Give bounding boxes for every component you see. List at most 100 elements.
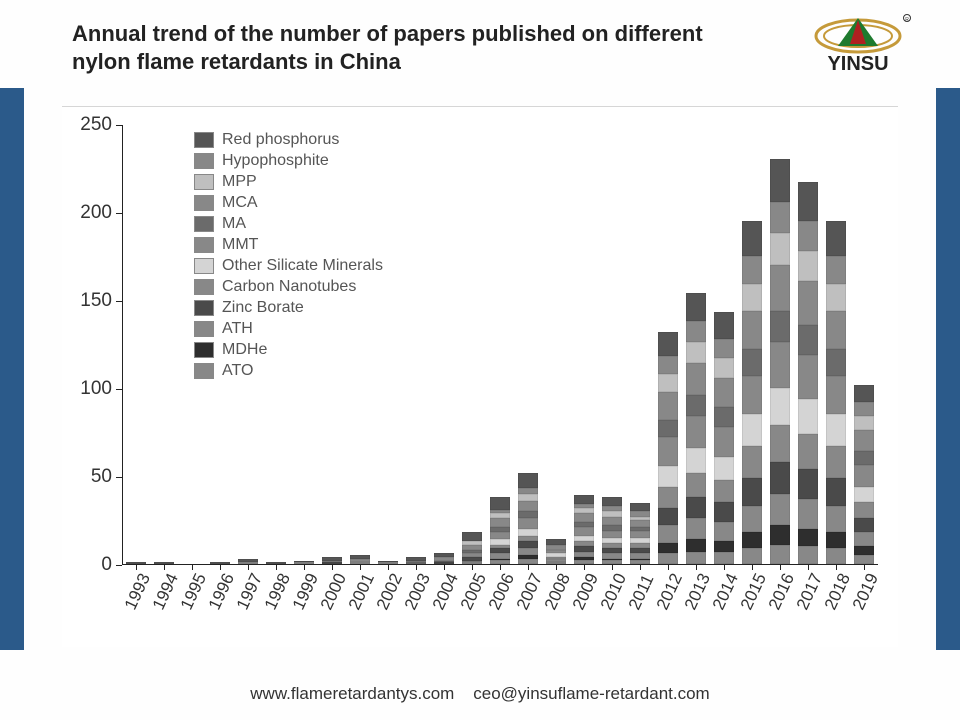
seg-mmt (602, 531, 622, 538)
bar-2018 (826, 221, 846, 564)
seg-osm (742, 414, 762, 446)
seg-mca (602, 517, 622, 526)
seg-hypophosphite (714, 339, 734, 358)
seg-mpp (798, 251, 818, 281)
seg-hypophosphite (686, 321, 706, 342)
legend-swatch (194, 132, 214, 148)
bar-2007 (518, 473, 538, 564)
seg-ato (826, 548, 846, 564)
seg-mca (826, 311, 846, 350)
bar-2010 (602, 497, 622, 564)
legend-label: MMT (222, 236, 258, 254)
seg-osm (854, 487, 874, 503)
seg-hypophosphite (770, 202, 790, 234)
stacked-bar-chart: 1993199419951996199719981999200020012002… (62, 106, 898, 647)
legend-label: MCA (222, 194, 258, 212)
seg-cnt (770, 425, 790, 462)
bar-2003 (406, 557, 426, 564)
seg-ath (686, 518, 706, 539)
seg-ato (798, 546, 818, 564)
seg-cnt (658, 487, 678, 508)
seg-red_phosphorus (798, 182, 818, 221)
xtick-label: 1999 (289, 570, 323, 613)
xtick-label: 1996 (205, 570, 239, 613)
bar-1996 (210, 562, 230, 564)
seg-mdhe (742, 532, 762, 548)
bar-1993 (126, 562, 146, 564)
seg-mdhe (798, 529, 818, 547)
bar-2001 (350, 555, 370, 564)
ytick-mark (116, 565, 122, 566)
bar-2013 (686, 293, 706, 564)
seg-osm (714, 457, 734, 480)
seg-mpp (686, 342, 706, 363)
seg-osm (770, 388, 790, 425)
ytick-mark (116, 301, 122, 302)
xtick-label: 2019 (849, 570, 883, 613)
legend-label: Zinc Borate (222, 299, 304, 317)
xtick-label: 1997 (233, 570, 267, 613)
legend-row: MPP (194, 173, 383, 191)
chart-title: Annual trend of the number of papers pub… (72, 20, 712, 75)
xtick-label: 2010 (597, 570, 631, 613)
seg-zb (322, 562, 342, 564)
seg-mca (630, 520, 650, 527)
seg-ma (742, 349, 762, 375)
seg-mpp (742, 284, 762, 310)
seg-mca (378, 562, 398, 564)
bar-2009 (574, 495, 594, 564)
seg-osm (798, 399, 818, 434)
xtick-label: 1998 (261, 570, 295, 613)
seg-red_phosphorus (210, 562, 230, 564)
seg-osm (518, 529, 538, 536)
seg-ato (518, 559, 538, 564)
seg-mca (658, 392, 678, 420)
xtick-label: 1995 (177, 570, 211, 613)
seg-ath (714, 522, 734, 541)
seg-mpp (826, 284, 846, 310)
seg-red_phosphorus (574, 495, 594, 504)
legend-label: Other Silicate Minerals (222, 257, 383, 275)
legend-label: ATH (222, 320, 253, 338)
seg-mmt (826, 376, 846, 415)
seg-ma (658, 420, 678, 438)
legend-row: MDHe (194, 341, 383, 359)
seg-mca (686, 363, 706, 395)
seg-mmt (770, 342, 790, 388)
bar-2005 (462, 532, 482, 564)
seg-mmt (798, 355, 818, 399)
legend-row: Hypophosphite (194, 152, 383, 170)
seg-mca (518, 501, 538, 512)
seg-hypophosphite (742, 256, 762, 284)
legend-swatch (194, 174, 214, 190)
xtick-label: 2016 (765, 570, 799, 613)
legend-label: Carbon Nanotubes (222, 278, 356, 296)
seg-red_phosphorus (462, 532, 482, 541)
seg-zb (714, 502, 734, 521)
seg-ath (518, 548, 538, 555)
seg-mmt (854, 465, 874, 486)
seg-mmt (490, 532, 510, 539)
seg-ato (714, 552, 734, 564)
seg-red_phosphorus (686, 293, 706, 321)
seg-mpp (518, 494, 538, 501)
bar-1999 (294, 561, 314, 565)
bar-1994 (154, 562, 174, 564)
seg-mca (798, 281, 818, 325)
ytick-mark (116, 477, 122, 478)
seg-ato (490, 560, 510, 564)
seg-mca (854, 430, 874, 451)
yinsu-logo: R YINSU (806, 14, 926, 78)
left-accent-bar (0, 88, 24, 650)
svg-text:YINSU: YINSU (827, 53, 888, 75)
seg-mmt (658, 437, 678, 465)
legend-swatch (194, 237, 214, 253)
seg-zb (686, 497, 706, 518)
seg-mca (770, 265, 790, 311)
seg-mpp (714, 358, 734, 377)
legend-row: Red phosphorus (194, 131, 383, 149)
seg-mdhe (658, 543, 678, 554)
seg-hypophosphite (658, 356, 678, 374)
xtick-label: 2012 (653, 570, 687, 613)
legend-label: Hypophosphite (222, 152, 329, 170)
